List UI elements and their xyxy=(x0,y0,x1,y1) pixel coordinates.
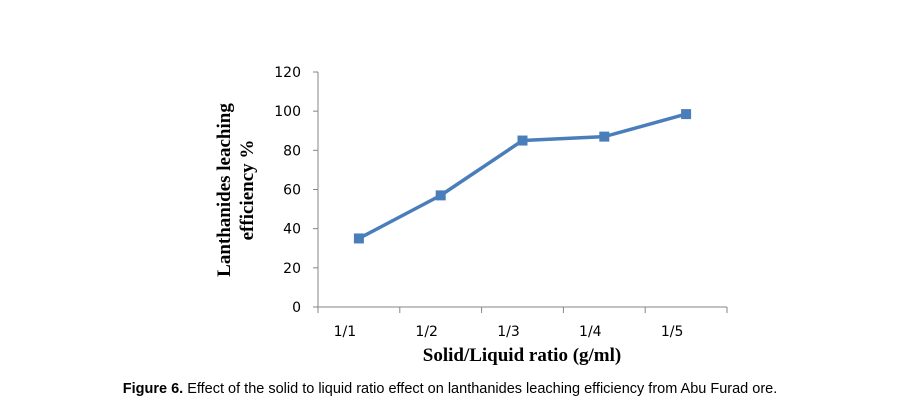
y-tick-labels: 0 20 40 60 80 100 120 xyxy=(274,65,301,316)
y-tick-label: 120 xyxy=(274,65,301,81)
y-tick-label: 80 xyxy=(283,143,301,159)
y-tick-label: 40 xyxy=(283,222,301,238)
x-tick-label: 1/4 xyxy=(579,324,602,340)
x-tick-label: 1/1 xyxy=(334,324,357,340)
series-line xyxy=(353,109,692,244)
data-point-marker xyxy=(681,109,692,120)
series-polyline xyxy=(358,112,687,241)
x-tick-label: 1/3 xyxy=(497,324,520,340)
y-tick-label: 100 xyxy=(274,104,301,120)
data-point-marker xyxy=(435,190,446,201)
axes xyxy=(313,71,728,313)
caption-label: Figure 6. xyxy=(122,381,184,397)
data-point-marker xyxy=(599,131,610,142)
x-tick-label: 1/5 xyxy=(661,324,684,340)
y-tick-label: 0 xyxy=(292,300,301,316)
caption-text: Effect of the solid to liquid ratio effe… xyxy=(183,381,778,397)
line-chart: 0 20 40 60 80 100 120 1/1 1/2 1/3 1/4 1/5 Solid/Li… xyxy=(214,65,728,366)
x-tick-label: 1/2 xyxy=(415,324,438,340)
data-point-marker xyxy=(353,233,364,244)
y-axis-title: Lanthanides leaching efficiency % xyxy=(214,103,258,277)
y-tick-label: 20 xyxy=(283,261,301,277)
x-tick-labels: 1/1 1/2 1/3 1/4 1/5 xyxy=(334,324,684,340)
figure-caption: Figure 6. Effect of the solid to liquid … xyxy=(0,381,900,397)
data-point-marker xyxy=(517,135,528,146)
x-axis-title: Solid/Liquid ratio (g/ml) xyxy=(423,345,621,366)
y-tick-label: 60 xyxy=(283,183,301,199)
y-axis-title-line1: Lanthanides leaching xyxy=(214,103,235,277)
y-axis-title-line2: efficiency % xyxy=(237,140,258,241)
